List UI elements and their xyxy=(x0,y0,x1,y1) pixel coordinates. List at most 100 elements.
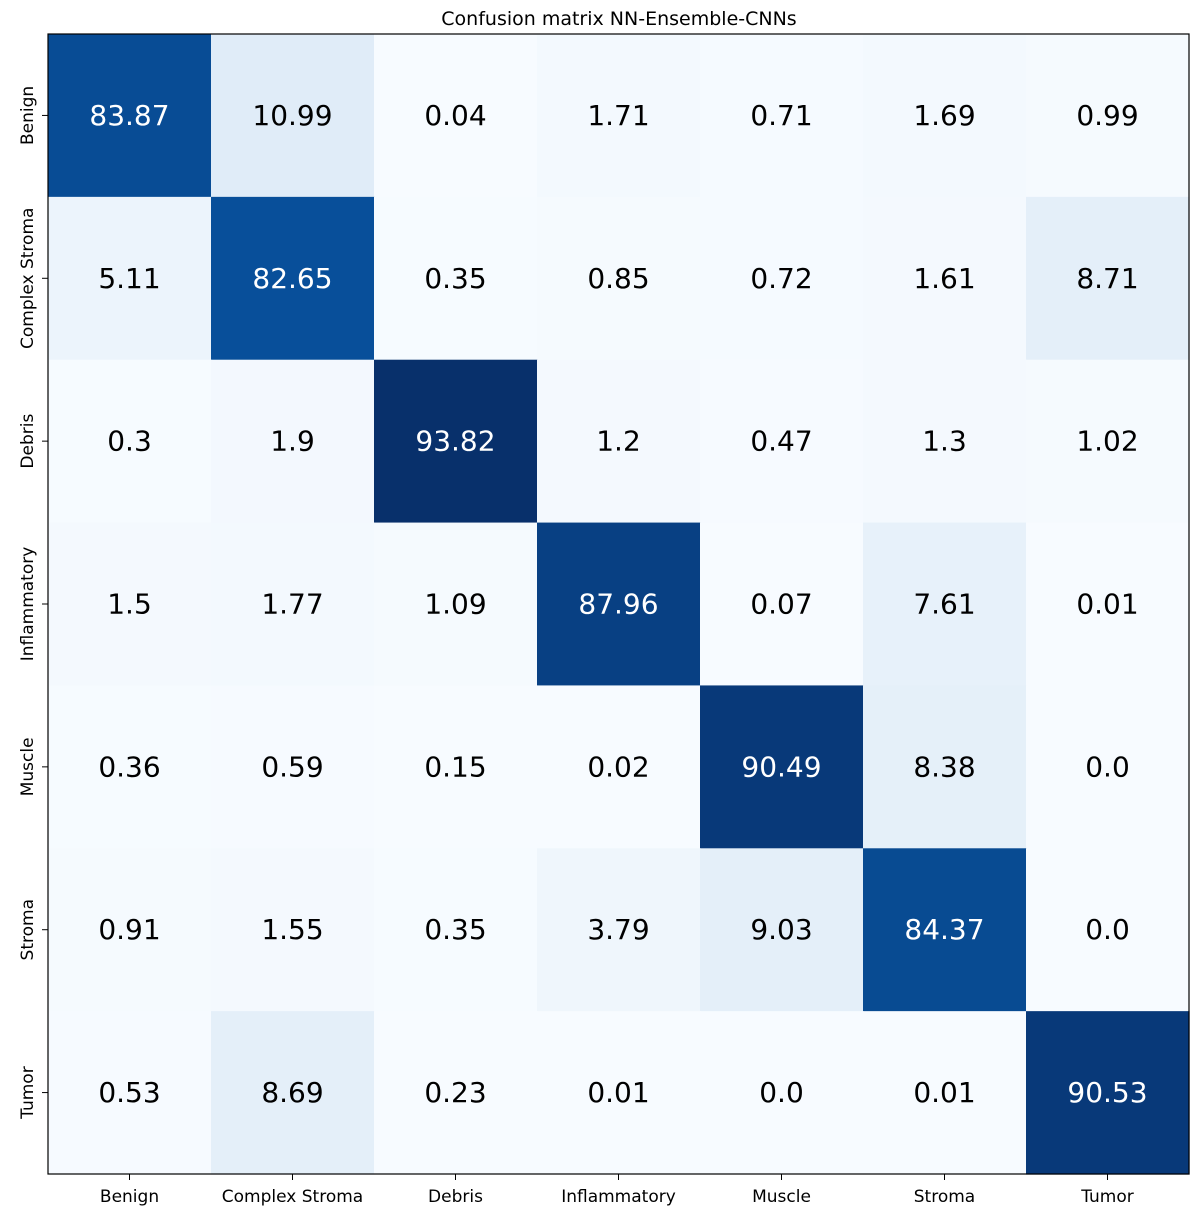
heatmap-cell xyxy=(211,522,375,687)
cell-value-label: 0.01 xyxy=(587,1076,649,1109)
cell-value-label: 84.37 xyxy=(904,913,984,946)
cell-value-label: 0.0 xyxy=(759,1076,804,1109)
cell-value-label: 0.0 xyxy=(1085,913,1130,946)
heatmap-cell xyxy=(537,685,701,849)
heatmap-cell xyxy=(48,522,212,687)
heatmap-cell xyxy=(537,522,701,687)
x-tick-label: Benign xyxy=(100,1187,159,1207)
cell-value-label: 0.91 xyxy=(98,913,160,946)
cell-value-label: 8.38 xyxy=(913,750,975,783)
x-tick-label: Muscle xyxy=(752,1187,811,1207)
cell-value-label: 0.35 xyxy=(424,913,486,946)
heatmap-cell xyxy=(537,34,701,198)
cell-value-label: 90.49 xyxy=(741,750,821,783)
heatmap-cell xyxy=(211,196,375,361)
cell-value-label: 0.35 xyxy=(424,262,486,295)
heatmap-cell xyxy=(48,196,212,361)
heatmap-cell xyxy=(700,359,864,524)
y-tick-label: Benign xyxy=(18,86,38,145)
plot-frame xyxy=(47,33,1190,1175)
y-tick-label: Stroma xyxy=(18,899,38,960)
cell-value-label: 0.99 xyxy=(1076,99,1138,132)
cell-value-label: 0.01 xyxy=(913,1076,975,1109)
cell-value-label: 1.69 xyxy=(913,99,975,132)
cell-value-label: 1.02 xyxy=(1076,425,1138,458)
heatmap-cell xyxy=(48,685,212,849)
cell-value-label: 0.59 xyxy=(261,750,323,783)
heatmap-cell xyxy=(211,359,375,524)
heatmap-cell xyxy=(700,685,864,849)
x-axis: Benign Complex Stroma Debris Inflammatory Mu… xyxy=(100,1174,1134,1207)
heatmap-cell xyxy=(374,848,538,1012)
cell-value-label: 82.65 xyxy=(252,262,332,295)
heatmap-cell xyxy=(700,848,864,1012)
heatmap-cell xyxy=(863,522,1027,687)
cell-value-label: 0.0 xyxy=(1085,750,1130,783)
heatmap-cell xyxy=(48,359,212,524)
cell-value-label: 90.53 xyxy=(1067,1076,1147,1109)
heatmap-cell xyxy=(863,848,1027,1012)
cell-value-label: 1.9 xyxy=(270,425,315,458)
heatmap-cell xyxy=(211,848,375,1012)
heatmap-cell xyxy=(537,1011,701,1175)
cell-value-label: 7.61 xyxy=(913,588,975,621)
cell-value-label: 0.02 xyxy=(587,750,649,783)
heatmap-cell xyxy=(374,522,538,687)
cell-value-label: 8.71 xyxy=(1076,262,1138,295)
heatmap-cell xyxy=(863,359,1027,524)
cell-value-label: 0.71 xyxy=(750,99,812,132)
cell-value-labels: 83.87 10.99 0.04 1.71 0.71 1.69 0.99 5.11 82.65 0… xyxy=(89,99,1147,1109)
heatmap-cell xyxy=(374,196,538,361)
heatmap-cell xyxy=(1026,359,1190,524)
cell-value-label: 0.23 xyxy=(424,1076,486,1109)
heatmap-cell xyxy=(1026,848,1190,1012)
heatmap-cell xyxy=(1026,1011,1190,1175)
cell-value-label: 9.03 xyxy=(750,913,812,946)
heatmap-cell xyxy=(1026,685,1190,849)
heatmap-cell xyxy=(863,1011,1027,1175)
y-tick-label: Muscle xyxy=(18,737,38,796)
cell-value-label: 1.2 xyxy=(596,425,641,458)
cell-value-label: 87.96 xyxy=(578,588,658,621)
heatmap-cell xyxy=(211,1011,375,1175)
heatmap-cell xyxy=(863,196,1027,361)
heatmap-cell xyxy=(863,34,1027,198)
y-tick-label: Tumor xyxy=(18,1066,38,1120)
heatmap-cells xyxy=(48,34,1190,1175)
x-tick-label: Debris xyxy=(428,1187,483,1207)
cell-value-label: 83.87 xyxy=(89,99,169,132)
cell-value-label: 8.69 xyxy=(261,1076,323,1109)
cell-value-label: 0.72 xyxy=(750,262,812,295)
chart-title: Confusion matrix NN-Ensemble-CNNs xyxy=(441,8,796,30)
cell-value-label: 0.01 xyxy=(1076,588,1138,621)
heatmap-cell xyxy=(48,34,212,198)
heatmap-cell xyxy=(700,1011,864,1175)
y-tick-label: Inflammatory xyxy=(18,547,38,662)
heatmap-cell xyxy=(374,359,538,524)
cell-value-label: 0.47 xyxy=(750,425,812,458)
cell-value-label: 3.79 xyxy=(587,913,649,946)
cell-value-label: 10.99 xyxy=(252,99,332,132)
heatmap-cell xyxy=(537,196,701,361)
cell-value-label: 1.3 xyxy=(922,425,967,458)
heatmap-cell xyxy=(863,685,1027,849)
heatmap-cell xyxy=(374,1011,538,1175)
heatmap-cell xyxy=(48,848,212,1012)
y-axis: Benign Complex Stroma Debris Inflammatory Mu… xyxy=(18,86,48,1120)
cell-value-label: 1.71 xyxy=(587,99,649,132)
cell-value-label: 0.04 xyxy=(424,99,486,132)
cell-value-label: 0.07 xyxy=(750,588,812,621)
heatmap-cell xyxy=(1026,522,1190,687)
cell-value-label: 1.5 xyxy=(107,588,152,621)
heatmap-cell xyxy=(1026,196,1190,361)
cell-value-label: 1.61 xyxy=(913,262,975,295)
x-tick-label: Tumor xyxy=(1080,1187,1134,1207)
heatmap-cell xyxy=(1026,34,1190,198)
heatmap-cell xyxy=(700,196,864,361)
cell-value-label: 0.85 xyxy=(587,262,649,295)
x-tick-label: Stroma xyxy=(914,1187,975,1207)
cell-value-label: 0.36 xyxy=(98,750,160,783)
cell-value-label: 93.82 xyxy=(415,425,495,458)
heatmap-cell xyxy=(537,359,701,524)
